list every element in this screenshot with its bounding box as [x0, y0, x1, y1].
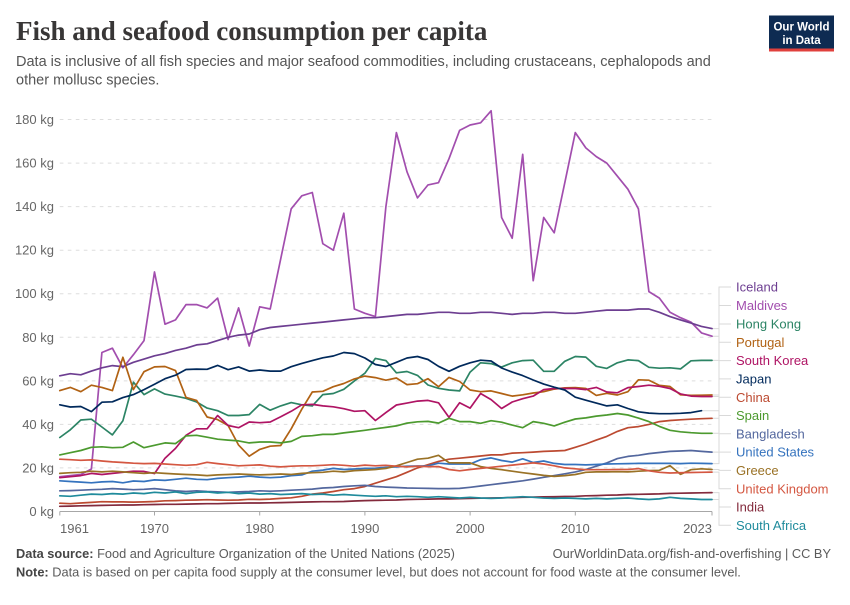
svg-text:Our World: Our World: [773, 22, 829, 34]
svg-text:South Korea: South Korea: [736, 353, 809, 368]
svg-text:Maldives: Maldives: [736, 298, 788, 313]
svg-text:Hong Kong: Hong Kong: [736, 317, 801, 332]
svg-text:Portugal: Portugal: [736, 335, 785, 350]
svg-text:60 kg: 60 kg: [22, 373, 54, 388]
svg-text:120 kg: 120 kg: [15, 243, 54, 258]
svg-text:160 kg: 160 kg: [15, 156, 54, 171]
svg-text:1980: 1980: [245, 521, 274, 536]
svg-text:Spain: Spain: [736, 408, 769, 423]
svg-text:India: India: [736, 500, 765, 515]
svg-text:140 kg: 140 kg: [15, 199, 54, 214]
svg-text:2010: 2010: [561, 521, 590, 536]
svg-text:2023: 2023: [683, 521, 712, 536]
svg-text:Data is inclusive of all fish: Data is inclusive of all fish species an…: [16, 54, 711, 70]
svg-text:Japan: Japan: [736, 372, 771, 387]
svg-text:Greece: Greece: [736, 463, 779, 478]
svg-text:in Data: in Data: [782, 35, 821, 47]
svg-text:180 kg: 180 kg: [15, 112, 54, 127]
svg-text:Fish and seafood consumption p: Fish and seafood consumption per capita: [16, 16, 488, 46]
svg-text:United States: United States: [736, 445, 815, 460]
svg-text:Bangladesh: Bangladesh: [736, 426, 805, 441]
svg-text:Iceland: Iceland: [736, 280, 778, 295]
svg-text:other mollusc species.: other mollusc species.: [16, 73, 159, 89]
svg-text:20 kg: 20 kg: [22, 460, 54, 475]
svg-text:100 kg: 100 kg: [15, 286, 54, 301]
svg-text:Data source: Food and Agricult: Data source: Food and Agriculture Organi…: [16, 546, 455, 561]
svg-text:2000: 2000: [456, 521, 485, 536]
svg-text:1961: 1961: [60, 521, 89, 536]
svg-text:40 kg: 40 kg: [22, 417, 54, 432]
svg-text:1990: 1990: [350, 521, 379, 536]
svg-text:0 kg: 0 kg: [29, 504, 54, 519]
svg-text:South Africa: South Africa: [736, 518, 807, 533]
svg-text:OurWorldinData.org/fish-and-ov: OurWorldinData.org/fish-and-overfishing …: [553, 546, 832, 561]
svg-text:1970: 1970: [140, 521, 169, 536]
svg-text:United Kingdom: United Kingdom: [736, 481, 829, 496]
svg-text:Note: Data is based on per cap: Note: Data is based on per capita food s…: [16, 565, 741, 580]
svg-text:China: China: [736, 390, 771, 405]
svg-text:80 kg: 80 kg: [22, 330, 54, 345]
